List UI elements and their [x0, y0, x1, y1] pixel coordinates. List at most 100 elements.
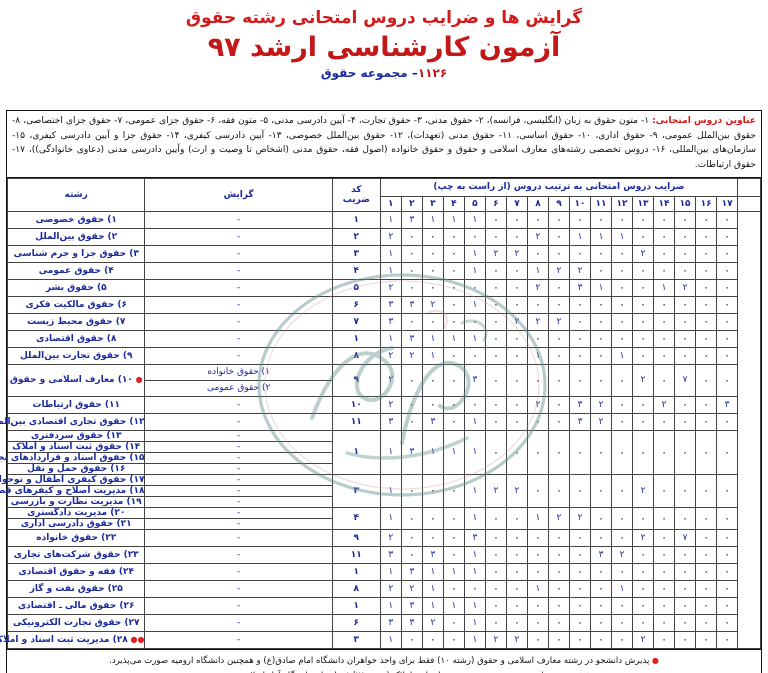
grayesh-cell: -: [144, 227, 333, 246]
coeff-cell: ٠: [442, 528, 465, 547]
coeff-cell: ٠: [674, 562, 697, 581]
coeff-cell: ٠: [400, 244, 423, 263]
reshte-cell: ۲۰) مدیریت دادگستری: [6, 506, 146, 519]
coeff-cell: ٠: [589, 429, 613, 475]
table-row: ٠ ٠ ٠ ٠ ٠ ٠ ٠ ٠ ٠ ٠ ٠ ٠ ۱ ۱ ۱ ۳ ۱ ۱-۲۶) حقوق مالی ـ اقتصا…: [6, 596, 761, 615]
reshte-cell: ۳) حقوق جزا و جرم شناسی: [6, 244, 146, 263]
reshte-header: رشته: [6, 177, 146, 212]
table-row: ٠ ٠ ٠ ٠ ٠ ۱ ٠ ٠ ٠ ۱ ٠ ٠ ٠ ٠ ۱ ۲ ۲ ۸-۹) حقوق تجارت بین‌الم…: [6, 346, 761, 365]
coeff-cell: ۱: [379, 506, 402, 530]
grayesh-cell: -: [144, 412, 333, 431]
coeff-cell: ۳: [400, 596, 423, 615]
coeff-cell: ٠: [716, 227, 739, 246]
grayesh-cell: -: [144, 506, 333, 519]
coeff-cell: ٠: [463, 312, 486, 331]
coeff-cell: ٠: [568, 329, 592, 348]
coeff-cell: ٠: [695, 506, 718, 530]
grayesh-cell: -: [144, 484, 333, 497]
coeff-cell: ٠: [421, 363, 444, 397]
coeff-cell: ٠: [695, 295, 718, 314]
coeff-cell: ٠: [674, 596, 697, 615]
coeff-cell: ٠: [505, 363, 528, 397]
grayesh-cell: -: [144, 596, 333, 615]
coeff-cell: ۱: [421, 210, 444, 229]
coeff-cell: ٠: [589, 244, 613, 263]
reshte-cell: ۲) حقوق بین‌الملل: [6, 227, 146, 246]
coeff-cell: ٠: [611, 596, 634, 615]
coeff-cell: ٠: [611, 429, 634, 475]
coeff-cell: ٠: [484, 545, 507, 564]
coeff-cell: ٠: [674, 346, 697, 365]
coeff-cell: ٠: [695, 278, 718, 297]
coeff-cell: ٠: [695, 596, 718, 615]
coeff-cell: ٠: [611, 506, 634, 530]
coeff-cell: ۳: [379, 613, 402, 632]
reshte-label: ۱۷) حقوق کیفری اطفال و نوجوانان: [0, 474, 145, 485]
coeff-cell: ۳: [568, 395, 592, 414]
grayesh-cell: -: [144, 295, 333, 314]
coeff-cell: ۱: [442, 562, 465, 581]
coeff-cell: ۱: [568, 227, 592, 246]
coeff-cell: ٠: [674, 473, 697, 508]
coeff-cell: ٠: [526, 630, 549, 649]
table-row: ٠ ٠ ٠ ٠ ٠ ٠ ٠ ۲ ۲ ۱ ٠ ٠ ۱ ٠ ٠ ٠ ۱ ۴-۴) حقوق عمومی: [6, 261, 761, 280]
reshte-label: ۱۴) حقوق ثبت اسناد و املاک: [12, 441, 141, 452]
coeff-cell: ٠: [547, 562, 570, 581]
coefficients-group-header: ضرایب دروس امتحانی به ترتیب دروس (از راس…: [379, 177, 739, 197]
coeff-cell: ٠: [547, 630, 570, 649]
coeff-cell: ۳: [379, 295, 402, 314]
reshte-label: ۷) حقوق محیط زیست: [27, 316, 126, 327]
coeff-cell: ٠: [695, 210, 718, 229]
coeff-cell: ۱: [463, 329, 486, 348]
coeff-cell: ۲: [547, 506, 570, 530]
coeff-cell: ٠: [400, 506, 423, 530]
reshte-cell: ۱۵) حقوق اسناد و قراردادهای تجاری: [0, 451, 146, 464]
coeff-cell: ۱: [379, 261, 402, 280]
coeff-cell: ٠: [505, 412, 528, 431]
coeff-cell: ۲: [547, 261, 570, 280]
reshte-label: ۲۳) حقوق شرکت‌های تجاری: [13, 549, 139, 560]
coeff-cell: ٠: [611, 261, 634, 280]
coeff-cell: ٠: [653, 579, 676, 598]
code-cell: ۵: [331, 278, 381, 297]
coeff-cell: ٠: [568, 473, 592, 508]
footnote: ● پذیرش دانشجو در رشته معارف اسلامی و حق…: [15, 654, 753, 669]
grayesh-sub-cell: ۱) حقوق خانواده: [144, 363, 333, 381]
coeff-cell: ٠: [716, 562, 739, 581]
coeff-cell: ۳: [568, 278, 592, 297]
coeff-cell: ٠: [484, 506, 507, 530]
coeff-cell: ٠: [526, 429, 549, 475]
coeff-cell: ٠: [568, 210, 592, 229]
coeff-cell: ۳: [400, 295, 423, 314]
coeff-cell: ٠: [653, 312, 676, 331]
code-cell: ۶: [331, 295, 381, 314]
coeff-cell: ۱: [463, 562, 486, 581]
reshte-cell: ●● ۲۸) مدیریت ثبت اسناد و املاک: [0, 630, 146, 649]
coeff-cell: ۲: [632, 528, 655, 547]
coeff-cell: ٠: [611, 329, 634, 348]
coeff-cell: ٠: [421, 528, 444, 547]
coeff-cell: ٠: [442, 395, 465, 414]
coeff-cell: ٠: [547, 244, 570, 263]
table-row: ٠ ٠ ٠ ٠ ٠ ٠ ٠ ٠ ٠ ٠ ٠ ٠ ۱ ۱ ۱ ۳ ۱ ۱-۱۳) حقوق سردفتری: [6, 429, 761, 475]
table-row: ٠ ٠ ٠ ٠ ٠ ٠ ٠ ٠ ٠ ٠ ٠ ٠ ۱ ٠ ۲ ۳ ۳ ۶-۲۷) حقوق تجارت الکترو…: [6, 613, 761, 632]
reshte-label: ۲۵) حقوق نفت و گاز: [29, 583, 123, 594]
coeff-cell: ٠: [632, 596, 655, 615]
coeff-cell: ٠: [632, 312, 655, 331]
grayesh-cell: -: [144, 312, 333, 331]
coeff-cell: ٠: [400, 630, 423, 649]
grayesh-cell: -: [144, 528, 333, 547]
coeff-cell: ٠: [568, 363, 592, 397]
coeff-cell: ٠: [674, 312, 697, 331]
coeff-cell: ۳: [421, 412, 444, 431]
coeff-cell: ٠: [547, 278, 570, 297]
coeff-cell: ٠: [716, 545, 739, 564]
coeff-cell: ٠: [632, 261, 655, 280]
grayesh-cell: -: [144, 440, 333, 453]
reshte-cell: ۱۱) حقوق ارتباطات: [6, 395, 146, 414]
coeff-cell: ٠: [526, 412, 549, 431]
reshte-label: ۱۳) حقوق سردفتری: [30, 430, 122, 441]
coeff-cell: ٠: [442, 295, 465, 314]
coeff-cell: ٠: [568, 562, 592, 581]
coeff-cell: ۱: [463, 244, 486, 263]
